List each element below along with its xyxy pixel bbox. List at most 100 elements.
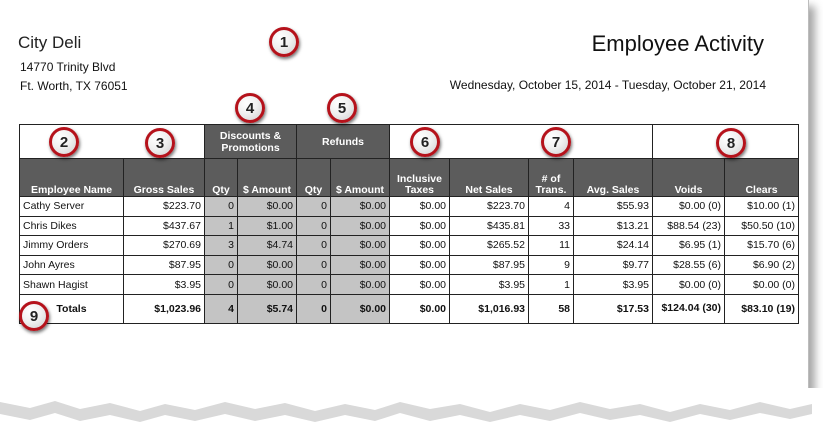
- table-cell: $6.95 (1): [652, 235, 725, 256]
- totals-cell: $1,023.96: [123, 293, 205, 324]
- table-cell: $0.00: [330, 254, 390, 276]
- group-header-blank: [19, 124, 205, 159]
- table-cell: 9: [528, 254, 574, 276]
- table-cell: Shawn Hagist: [19, 274, 124, 295]
- table-cell: 0: [296, 274, 331, 295]
- callout-badge-8: 8: [716, 128, 746, 158]
- callout-badge-3: 3: [145, 128, 175, 158]
- table-row: John Ayres $87.95 0 $0.00 0 $0.00 $0.00 …: [19, 254, 799, 276]
- table-cell: 4: [528, 196, 574, 217]
- table-cell: $1.00: [237, 215, 297, 237]
- table-cell: $0.00: [389, 274, 450, 295]
- table-cell: $50.50 (10): [724, 215, 799, 237]
- table-cell: $87.95: [123, 254, 205, 276]
- table-cell: $88.54 (23): [652, 215, 725, 237]
- table-cell: $15.70 (6): [724, 235, 799, 256]
- callout-badge-2: 2: [49, 127, 79, 157]
- callout-badge-5: 5: [327, 93, 357, 123]
- column-header: Avg. Sales: [573, 158, 653, 197]
- report-date-range: Wednesday, October 15, 2014 - Tuesday, O…: [449, 78, 766, 92]
- totals-cell: 58: [528, 293, 574, 324]
- totals-cell: $0.00: [330, 293, 390, 324]
- refunds-group-label: Refunds: [322, 135, 364, 148]
- column-header: # of Trans.: [528, 158, 574, 197]
- callout-badge-1: 1: [269, 27, 299, 57]
- column-header: Clears: [724, 158, 799, 197]
- group-header-row: Discounts & Promotions Refunds: [19, 124, 799, 159]
- table-cell: $10.00 (1): [724, 196, 799, 217]
- table-cell: 3: [204, 235, 238, 256]
- column-header: Qty: [296, 158, 331, 197]
- table-row: Cathy Server $223.70 0 $0.00 0 $0.00 $0.…: [19, 196, 799, 217]
- table-cell: $0.00: [389, 196, 450, 217]
- table-cell: 0: [204, 274, 238, 295]
- table-cell: $55.93: [573, 196, 653, 217]
- column-header: $ Amount: [330, 158, 390, 197]
- totals-cell: $124.04 (30): [652, 293, 725, 324]
- table-cell: $3.95: [573, 274, 653, 295]
- table-cell: 1: [528, 274, 574, 295]
- table-cell: $0.00 (0): [652, 274, 725, 295]
- table-cell: $0.00: [330, 215, 390, 237]
- totals-cell: $83.10 (19): [724, 293, 799, 324]
- table-cell: $0.00: [237, 196, 297, 217]
- column-header: $ Amount: [237, 158, 297, 197]
- table-cell: $28.55 (6): [652, 254, 725, 276]
- table-cell: $0.00: [330, 235, 390, 256]
- column-header: Qty: [204, 158, 238, 197]
- table-cell: $3.95: [123, 274, 205, 295]
- table-cell: $270.69: [123, 235, 205, 256]
- table-cell: $0.00: [389, 254, 450, 276]
- table-cell: $6.90 (2): [724, 254, 799, 276]
- totals-cell: 0: [296, 293, 331, 324]
- table-row: Shawn Hagist $3.95 0 $0.00 0 $0.00 $0.00…: [19, 274, 799, 295]
- column-header: Employee Name: [19, 158, 124, 197]
- table-cell: 0: [204, 254, 238, 276]
- callout-badge-6: 6: [410, 127, 440, 157]
- table-row: Jimmy Orders $270.69 3 $4.74 0 $0.00 $0.…: [19, 235, 799, 256]
- table-cell: $13.21: [573, 215, 653, 237]
- totals-row: Totals $1,023.96 4 $5.74 0 $0.00 $0.00 $…: [19, 293, 799, 324]
- employee-activity-table: Discounts & Promotions Refunds Employee …: [19, 124, 799, 324]
- table-cell: $0.00: [237, 274, 297, 295]
- column-header-row: Employee Name Gross Sales Qty $ Amount Q…: [19, 158, 799, 197]
- table-cell: 0: [296, 254, 331, 276]
- table-cell: $265.52: [449, 235, 529, 256]
- table-cell: $0.00: [237, 254, 297, 276]
- totals-cell: $0.00: [389, 293, 450, 324]
- callout-badge-7: 7: [541, 127, 571, 157]
- table-cell: Chris Dikes: [19, 215, 124, 237]
- table-cell: 0: [204, 196, 238, 217]
- table-cell: 0: [296, 196, 331, 217]
- table-cell: $87.95: [449, 254, 529, 276]
- report-title: Employee Activity: [591, 31, 764, 56]
- table-cell: $0.00: [389, 235, 450, 256]
- table-row: Chris Dikes $437.67 1 $1.00 0 $0.00 $0.0…: [19, 215, 799, 237]
- callout-badge-4: 4: [235, 93, 265, 123]
- totals-cell: $1,016.93: [449, 293, 529, 324]
- discounts-group-label: Discounts & Promotions: [219, 129, 282, 154]
- table-cell: John Ayres: [19, 254, 124, 276]
- table-cell: 11: [528, 235, 574, 256]
- table-cell: $435.81: [449, 215, 529, 237]
- company-name: City Deli: [18, 33, 82, 52]
- table-cell: $0.00: [330, 274, 390, 295]
- column-header: Gross Sales: [123, 158, 205, 197]
- table-cell: $24.14: [573, 235, 653, 256]
- table-cell: 0: [296, 235, 331, 256]
- totals-cell: 4: [204, 293, 238, 324]
- table-cell: $3.95: [449, 274, 529, 295]
- torn-paper-edge: [0, 388, 823, 441]
- table-cell: $437.67: [123, 215, 205, 237]
- column-header: Inclusive Taxes: [389, 158, 450, 197]
- table-cell: $4.74: [237, 235, 297, 256]
- table-cell: 1: [204, 215, 238, 237]
- totals-cell: $5.74: [237, 293, 297, 324]
- refunds-group-header: Refunds: [296, 124, 390, 159]
- table-cell: $0.00: [389, 215, 450, 237]
- table-cell: $9.77: [573, 254, 653, 276]
- discounts-group-header: Discounts & Promotions: [204, 124, 297, 159]
- table-cell: $0.00: [330, 196, 390, 217]
- table-cell: 0: [296, 215, 331, 237]
- table-cell: Cathy Server: [19, 196, 124, 217]
